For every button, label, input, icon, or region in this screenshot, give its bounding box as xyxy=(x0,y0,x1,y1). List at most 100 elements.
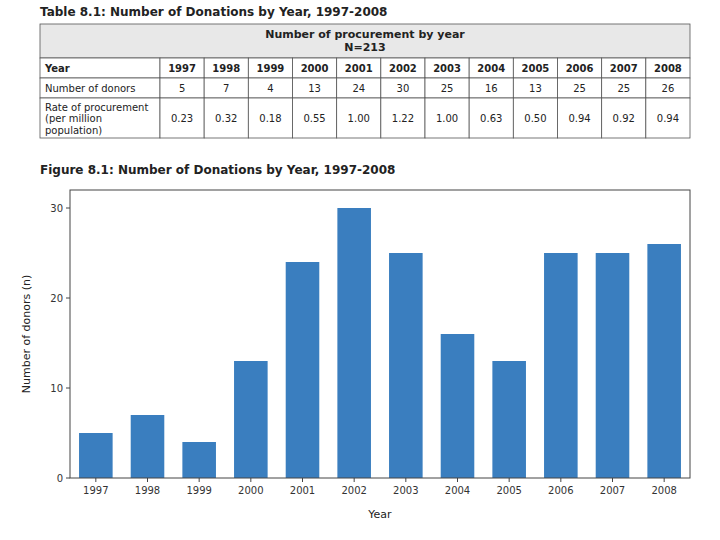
table-value: 24 xyxy=(352,83,365,94)
page: Table 8.1: Number of Donations by Year, … xyxy=(0,0,720,540)
table-value: 26 xyxy=(662,83,675,94)
x-tick-label: 1998 xyxy=(135,485,160,496)
x-tick xyxy=(302,478,303,482)
bar xyxy=(286,262,320,478)
table-header-text: Number of procurement by year xyxy=(265,28,465,41)
bar xyxy=(492,361,526,478)
bar xyxy=(182,442,216,478)
table-cell xyxy=(248,58,292,78)
x-tick-label: 2003 xyxy=(393,485,418,496)
table-cell xyxy=(40,58,160,78)
table-cell xyxy=(293,78,337,98)
table-year: 2001 xyxy=(345,63,373,74)
y-tick xyxy=(66,478,70,479)
table-cell xyxy=(204,78,248,98)
table-value: 7 xyxy=(223,83,229,94)
bar xyxy=(441,334,475,478)
table-row-label: Rate of procurement(per millionpopulatio… xyxy=(45,101,148,135)
table-value: 0.23 xyxy=(171,113,193,124)
y-tick-label: 30 xyxy=(50,203,63,214)
table-year: 2003 xyxy=(433,63,461,74)
bar xyxy=(131,415,165,478)
table-year: 1999 xyxy=(256,63,284,74)
table-cell xyxy=(425,78,469,98)
x-tick-label: 2005 xyxy=(496,485,521,496)
table-value: 25 xyxy=(441,83,454,94)
table: Number of procurement by yearN=213Year19… xyxy=(40,24,690,138)
table-cell xyxy=(646,78,690,98)
table-cell xyxy=(40,98,160,138)
table-value: 13 xyxy=(308,83,321,94)
table-year: 2005 xyxy=(521,63,549,74)
table-value: 0.50 xyxy=(524,113,546,124)
table-cell xyxy=(558,98,602,138)
y-tick-label: 0 xyxy=(57,473,63,484)
x-tick-label: 2004 xyxy=(445,485,470,496)
table-cell xyxy=(337,58,381,78)
x-tick-label: 1997 xyxy=(83,485,108,496)
table-value: 13 xyxy=(529,83,542,94)
table-cell xyxy=(602,58,646,78)
x-tick-label: 2007 xyxy=(600,485,625,496)
bar xyxy=(389,253,423,478)
table-value: 25 xyxy=(573,83,586,94)
chart-title: Figure 8.1: Number of Donations by Year,… xyxy=(40,163,395,177)
table-year: 2007 xyxy=(610,63,638,74)
table-value: 16 xyxy=(485,83,498,94)
table-value: 0.55 xyxy=(303,113,325,124)
table-cell xyxy=(513,98,557,138)
plot-frame xyxy=(70,190,690,478)
table-column-label: Year xyxy=(44,63,70,74)
table-cell xyxy=(204,58,248,78)
x-tick-label: 2001 xyxy=(290,485,315,496)
x-tick xyxy=(405,478,406,482)
table-value: 0.94 xyxy=(657,113,679,124)
table-cell xyxy=(558,78,602,98)
table-value: 0.32 xyxy=(215,113,237,124)
table-row-label: Number of donors xyxy=(45,83,135,94)
x-tick-label: 2006 xyxy=(548,485,573,496)
y-tick-label: 20 xyxy=(50,293,63,304)
table-value: 1.00 xyxy=(348,113,370,124)
x-axis-label: Year xyxy=(367,508,392,521)
table-cell xyxy=(602,98,646,138)
x-tick-label: 2000 xyxy=(238,485,263,496)
x-tick-label: 2002 xyxy=(341,485,366,496)
table-cell xyxy=(513,78,557,98)
x-tick xyxy=(95,478,96,482)
table-cell xyxy=(513,58,557,78)
table-year: 2008 xyxy=(654,63,682,74)
x-tick-label: 2008 xyxy=(651,485,676,496)
table-cell xyxy=(293,98,337,138)
y-axis-label: Number of donors (n) xyxy=(20,275,33,394)
table-year: 1998 xyxy=(212,63,240,74)
table-header-cell xyxy=(40,24,690,58)
table-value: 1.00 xyxy=(436,113,458,124)
bar xyxy=(544,253,578,478)
table-value: 30 xyxy=(397,83,410,94)
table-cell xyxy=(381,58,425,78)
x-tick xyxy=(199,478,200,482)
bar xyxy=(337,208,371,478)
x-tick xyxy=(457,478,458,482)
bar xyxy=(596,253,630,478)
bar xyxy=(647,244,681,478)
table-cell xyxy=(646,58,690,78)
table-cell xyxy=(469,58,513,78)
table-cell xyxy=(160,78,204,98)
table-cell xyxy=(293,58,337,78)
table-cell xyxy=(248,78,292,98)
x-tick xyxy=(664,478,665,482)
table-cell xyxy=(40,78,160,98)
table-cell xyxy=(160,58,204,78)
bars xyxy=(79,208,681,478)
table-cell xyxy=(425,58,469,78)
table-cell xyxy=(425,98,469,138)
table-cell xyxy=(248,98,292,138)
table-cell xyxy=(469,98,513,138)
table-cell xyxy=(558,58,602,78)
table-cell xyxy=(602,78,646,98)
table-value: 0.92 xyxy=(613,113,635,124)
table-value: 5 xyxy=(179,83,185,94)
y-tick xyxy=(66,298,70,299)
